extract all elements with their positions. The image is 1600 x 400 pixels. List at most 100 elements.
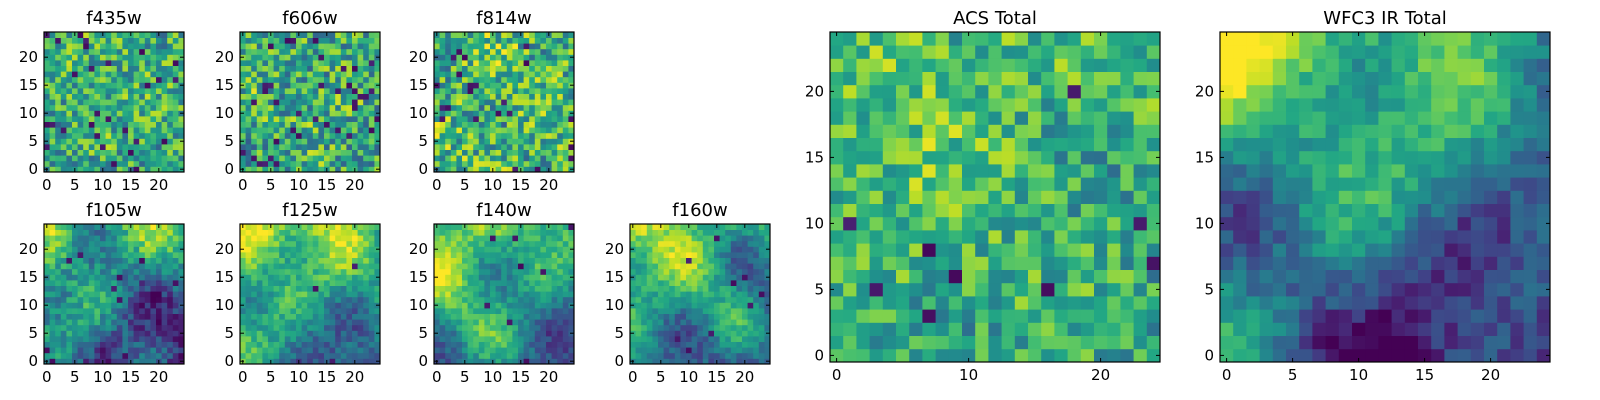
heatmap-cell [94, 336, 101, 342]
heatmap-cell [122, 127, 129, 134]
heatmap-cell [284, 37, 291, 44]
heatmap-cell [523, 229, 530, 236]
heatmap-cell [909, 256, 923, 270]
heatmap-cell [652, 252, 659, 258]
heatmap-cell [352, 274, 358, 281]
heatmap-cell [111, 252, 118, 258]
x-tick-label: 0 [238, 368, 248, 386]
heatmap-cell [635, 235, 642, 242]
heatmap-cell [523, 37, 530, 44]
heatmap-cell [100, 347, 106, 354]
heatmap-cell [747, 330, 754, 337]
heatmap-cell [301, 48, 308, 55]
heatmap-cell [128, 252, 134, 258]
heatmap-cell [144, 116, 151, 122]
heatmap-cell [116, 54, 123, 61]
heatmap-cell [312, 82, 319, 89]
heatmap-cell [635, 336, 642, 342]
heatmap-cell [133, 252, 140, 258]
y-tick-label: 5 [224, 132, 234, 150]
heatmap-cell [329, 235, 336, 242]
heatmap-cell [758, 296, 765, 303]
heatmap-cell [669, 246, 676, 253]
heatmap-cell [450, 246, 457, 253]
heatmap-cell [363, 268, 370, 275]
heatmap-cell [1001, 282, 1016, 297]
heatmap-cell [94, 76, 101, 83]
heatmap-cell [368, 324, 375, 331]
heatmap-cell [111, 144, 118, 150]
heatmap-cell [301, 138, 308, 145]
heatmap-cell [540, 144, 547, 150]
heatmap-cell [44, 104, 50, 111]
heatmap-cell [562, 240, 569, 247]
heatmap-cell [55, 121, 62, 128]
heatmap-cell [652, 291, 659, 298]
heatmap-cell [161, 246, 168, 253]
heatmap-cell [94, 149, 101, 156]
heatmap-cell [546, 71, 552, 78]
heatmap-cell [869, 296, 884, 310]
heatmap-cell [296, 144, 302, 150]
heatmap-cell [562, 54, 569, 61]
heatmap-cell [725, 252, 732, 258]
heatmap-cell [256, 116, 263, 122]
heatmap-cell [340, 324, 347, 331]
heatmap-cell [747, 257, 754, 264]
x-tick-label: 0 [238, 176, 248, 194]
x-tick-label: 10 [289, 368, 308, 386]
heatmap-cell [301, 110, 308, 117]
heatmap-cell [161, 358, 168, 365]
heatmap-cell [346, 224, 353, 230]
heatmap-cell [318, 93, 325, 100]
heatmap-cell [674, 291, 681, 298]
heatmap-cell [284, 268, 291, 275]
heatmap-cell [529, 324, 536, 331]
heatmap-cell [262, 65, 269, 72]
heatmap-cell [172, 82, 179, 89]
heatmap-cell [172, 76, 179, 83]
heatmap-cell [669, 308, 676, 314]
heatmap-cell [843, 190, 857, 204]
heatmap-cell [368, 127, 375, 134]
heatmap-cell [719, 263, 726, 270]
heatmap-cell [94, 347, 101, 354]
heatmap-cell [669, 319, 676, 326]
heatmap-cell [139, 252, 146, 258]
heatmap-cell [725, 319, 732, 326]
heatmap-cell [719, 240, 726, 247]
heatmap-cell [178, 65, 185, 72]
heatmap-cell [540, 224, 547, 230]
heatmap-cell [100, 235, 106, 242]
heatmap-cell [167, 65, 174, 72]
heatmap-cell [830, 164, 844, 178]
heatmap-cell [708, 252, 715, 258]
heatmap-cell [284, 65, 291, 72]
heatmap-cell [83, 144, 90, 150]
heatmap-cell [568, 291, 575, 298]
heatmap-cell [352, 149, 358, 156]
heatmap-cell [144, 240, 151, 247]
heatmap-cell [764, 229, 771, 236]
heatmap-cell [702, 358, 709, 365]
heatmap-cell [478, 127, 485, 134]
heatmap-cell [161, 144, 168, 150]
heatmap-cell [882, 150, 897, 165]
heatmap-cell [478, 358, 485, 365]
heatmap-cell [506, 224, 513, 230]
heatmap-cell [830, 216, 844, 231]
heatmap-cell [251, 166, 258, 173]
heatmap-cell [523, 121, 530, 128]
heatmap-cell [172, 32, 179, 38]
heatmap-cell [646, 268, 653, 275]
heatmap-cell [975, 296, 989, 310]
heatmap-cell [256, 280, 263, 286]
heatmap-cell [100, 274, 106, 281]
heatmap-cell [534, 88, 541, 94]
heatmap-cell [456, 127, 463, 134]
heatmap-cell [66, 127, 73, 134]
heatmap-cell [456, 144, 463, 150]
heatmap-cell [546, 54, 552, 61]
heatmap-cell [144, 71, 151, 78]
heatmap-cell [66, 160, 73, 167]
